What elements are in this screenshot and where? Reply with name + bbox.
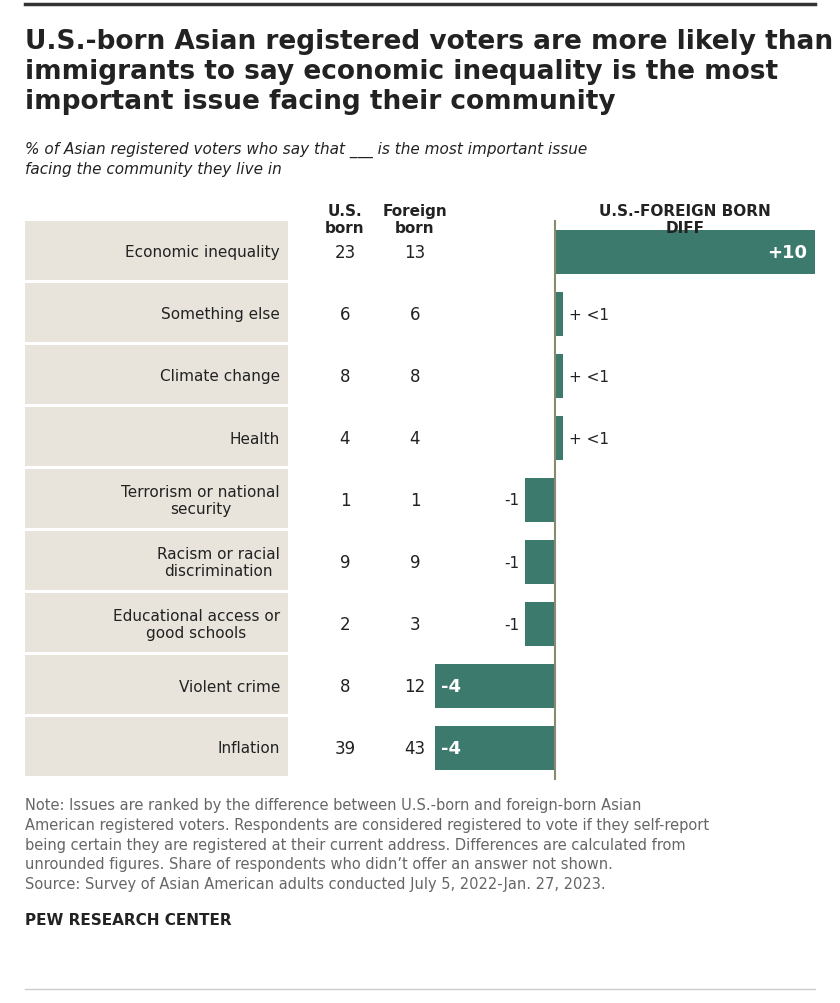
Text: Educational access or
good schools: Educational access or good schools xyxy=(113,608,280,641)
Text: U.S.
born: U.S. born xyxy=(325,204,365,236)
Bar xyxy=(25,594,288,652)
Bar xyxy=(25,469,288,529)
Text: 1: 1 xyxy=(339,491,350,510)
Text: 12: 12 xyxy=(404,677,426,695)
Text: 23: 23 xyxy=(334,244,355,262)
Bar xyxy=(435,664,555,708)
Bar xyxy=(525,478,555,523)
Text: +10: +10 xyxy=(767,244,807,262)
Text: -1: -1 xyxy=(504,555,519,570)
Text: 3: 3 xyxy=(410,616,420,633)
Text: 9: 9 xyxy=(339,554,350,572)
Text: 9: 9 xyxy=(410,554,420,572)
Text: 4: 4 xyxy=(410,429,420,447)
Text: 4: 4 xyxy=(339,429,350,447)
Text: + <1: + <1 xyxy=(569,431,609,446)
Text: Climate change: Climate change xyxy=(160,369,280,384)
Text: + <1: + <1 xyxy=(569,307,609,322)
Text: Something else: Something else xyxy=(161,307,280,322)
Bar xyxy=(555,293,563,337)
Text: 8: 8 xyxy=(339,677,350,695)
Bar xyxy=(25,346,288,404)
Text: 6: 6 xyxy=(339,306,350,324)
Text: 6: 6 xyxy=(410,306,420,324)
Text: Economic inequality: Economic inequality xyxy=(125,246,280,260)
Text: -1: -1 xyxy=(504,493,519,508)
Text: 2: 2 xyxy=(339,616,350,633)
Text: -4: -4 xyxy=(441,677,461,695)
Text: Terrorism or national
security: Terrorism or national security xyxy=(121,484,280,517)
Text: Health: Health xyxy=(230,431,280,446)
Text: Inflation: Inflation xyxy=(218,741,280,755)
Bar xyxy=(555,354,563,399)
Bar xyxy=(25,717,288,776)
Bar xyxy=(25,284,288,343)
Bar xyxy=(25,407,288,466)
Text: PEW RESEARCH CENTER: PEW RESEARCH CENTER xyxy=(25,912,232,927)
Bar xyxy=(555,416,563,460)
Bar xyxy=(525,602,555,647)
Text: + <1: + <1 xyxy=(569,369,609,384)
Bar xyxy=(25,222,288,281)
Bar xyxy=(555,231,815,275)
Text: 8: 8 xyxy=(410,368,420,385)
Bar xyxy=(25,532,288,591)
Text: -4: -4 xyxy=(441,739,461,757)
Text: U.S.-born Asian registered voters are more likely than
immigrants to say economi: U.S.-born Asian registered voters are mo… xyxy=(25,29,833,115)
Text: U.S.-FOREIGN BORN
DIFF: U.S.-FOREIGN BORN DIFF xyxy=(599,204,771,236)
Text: % of Asian registered voters who say that ___ is the most important issue
facing: % of Asian registered voters who say tha… xyxy=(25,141,587,177)
Text: 43: 43 xyxy=(404,739,426,757)
Bar xyxy=(435,726,555,770)
Text: 8: 8 xyxy=(339,368,350,385)
Text: Foreign
born: Foreign born xyxy=(383,204,448,236)
Text: Note: Issues are ranked by the difference between U.S.-born and foreign-born Asi: Note: Issues are ranked by the differenc… xyxy=(25,797,709,892)
Text: 1: 1 xyxy=(410,491,420,510)
Text: -1: -1 xyxy=(504,617,519,632)
Bar xyxy=(525,541,555,585)
Text: Violent crime: Violent crime xyxy=(179,679,280,694)
Text: 13: 13 xyxy=(404,244,426,262)
Text: Racism or racial
discrimination: Racism or racial discrimination xyxy=(157,547,280,579)
Text: 39: 39 xyxy=(334,739,355,757)
Bar xyxy=(25,655,288,714)
